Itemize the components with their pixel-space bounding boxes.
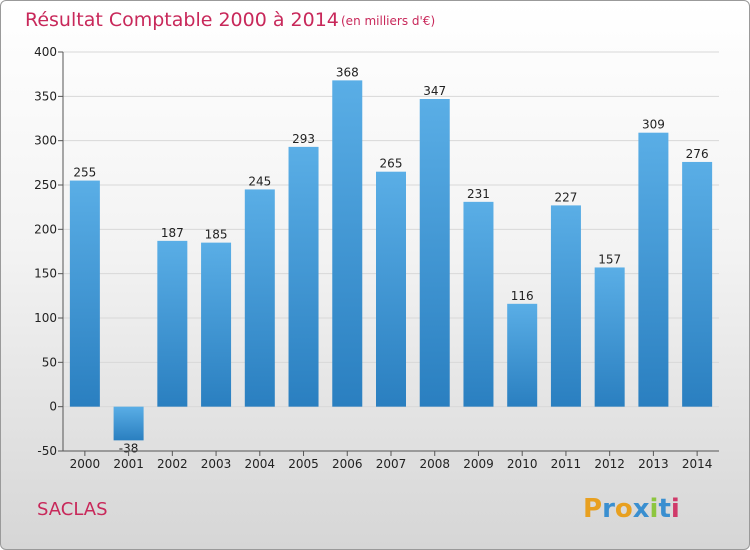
y-tick-label: 150 — [34, 267, 57, 281]
bar-2005 — [288, 146, 319, 407]
y-tick-label: 0 — [49, 400, 57, 414]
chart-subtitle: (en milliers d'€) — [341, 14, 435, 28]
bar-2000 — [69, 180, 100, 407]
y-tick-label: 300 — [34, 134, 57, 148]
data-label-2002: 187 — [161, 226, 184, 240]
x-tick-label-2007: 2007 — [376, 457, 407, 471]
bar-2007 — [376, 171, 406, 407]
town-name: SACLAS — [37, 499, 108, 520]
x-tick-label-2011: 2011 — [551, 457, 582, 471]
x-tick-label-2005: 2005 — [288, 457, 319, 471]
data-label-2013: 309 — [642, 118, 665, 132]
x-tick-label-2008: 2008 — [419, 457, 450, 471]
data-label-2008: 347 — [423, 84, 446, 98]
logo-letter: i — [650, 494, 659, 524]
bar-2014 — [682, 161, 713, 407]
x-tick-label-2010: 2010 — [507, 457, 538, 471]
data-label-2000: 255 — [73, 166, 96, 180]
data-label-2001: -38 — [119, 441, 139, 455]
x-tick-label-2012: 2012 — [594, 457, 625, 471]
data-label-2012: 157 — [598, 252, 621, 266]
x-tick-label-2013: 2013 — [638, 457, 669, 471]
y-tick-label: 200 — [34, 222, 57, 236]
logo-letter: P — [583, 494, 602, 524]
bar-2012 — [594, 267, 625, 407]
x-tick-label-2003: 2003 — [201, 457, 232, 471]
bar-2009 — [463, 201, 494, 407]
bar-2004 — [244, 189, 275, 407]
data-label-2011: 227 — [554, 190, 577, 204]
data-label-2005: 293 — [292, 132, 315, 146]
bar-2008 — [419, 98, 450, 407]
data-label-2006: 368 — [336, 65, 359, 79]
x-tick-label-2004: 2004 — [245, 457, 276, 471]
bar-2013 — [638, 132, 669, 407]
logo-letter: t — [658, 494, 670, 524]
data-label-2010: 116 — [511, 289, 534, 303]
y-tick-label: -50 — [37, 444, 57, 458]
x-tick-label-2002: 2002 — [157, 457, 188, 471]
bar-2010 — [507, 303, 538, 407]
logo-letter: i — [671, 494, 680, 524]
y-tick-label: 400 — [34, 45, 57, 59]
x-tick-label-2009: 2009 — [463, 457, 494, 471]
bar-2003 — [201, 242, 232, 407]
x-tick-label-2001: 2001 — [113, 457, 144, 471]
proxiti-logo: Proxiti — [583, 494, 680, 524]
y-tick-label: 250 — [34, 178, 57, 192]
y-tick-label: 50 — [42, 355, 57, 369]
data-label-2003: 185 — [205, 228, 228, 242]
bar-2002 — [157, 240, 188, 407]
data-label-2009: 231 — [467, 187, 490, 201]
data-label-2014: 276 — [686, 147, 709, 161]
x-tick-label-2014: 2014 — [682, 457, 713, 471]
data-label-2007: 265 — [380, 157, 403, 171]
logo-letter: o — [615, 494, 633, 524]
data-label-2004: 245 — [248, 174, 271, 188]
bar-2001 — [113, 406, 144, 441]
chart-title: Résultat Comptable 2000 à 2014 — [25, 9, 339, 31]
bar-2011 — [550, 205, 581, 407]
x-tick-label-2000: 2000 — [70, 457, 101, 471]
x-tick-label-2006: 2006 — [332, 457, 363, 471]
logo-letter: r — [602, 494, 615, 524]
logo-letter: x — [633, 494, 650, 524]
y-tick-label: 100 — [34, 311, 57, 325]
bar-2006 — [332, 80, 363, 407]
y-tick-label: 350 — [34, 89, 57, 103]
